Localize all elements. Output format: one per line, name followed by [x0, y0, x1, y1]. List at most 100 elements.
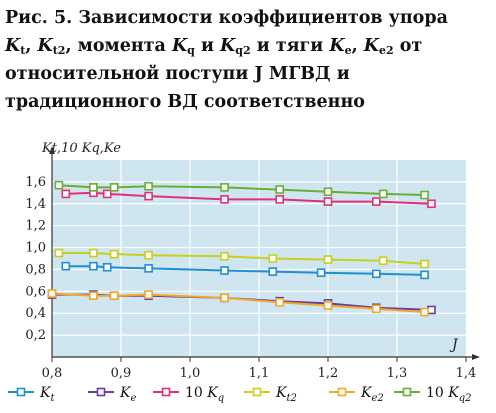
x-tick-label: 1,3	[387, 366, 408, 381]
y-tick-label: 0,4	[25, 306, 46, 321]
data-point	[102, 262, 112, 272]
caption-text: и тяги	[250, 36, 330, 56]
y-tick-label: 1,0	[25, 241, 46, 256]
data-point	[427, 305, 436, 315]
data-point	[220, 293, 229, 303]
caption-line-1: Рис. 5. Зависимости коэффициентов упора	[5, 4, 491, 32]
data-point	[61, 261, 71, 271]
data-point	[420, 259, 429, 269]
x-axis-arrow	[472, 354, 480, 360]
data-point	[275, 185, 285, 194]
chart-legend: Kt Ke 10 Kq Kt2 Ke2 10 Kq2	[8, 385, 472, 404]
y-tick-label: 1,6	[25, 175, 46, 190]
legend-label: Ke	[119, 385, 136, 404]
caption-k: K	[363, 36, 379, 56]
caption-sep: ,	[351, 36, 364, 56]
caption-line-3: относительной поступи J МГВД и	[5, 64, 350, 84]
data-point	[427, 199, 436, 209]
legend-marker	[16, 387, 26, 397]
data-point	[316, 268, 326, 278]
legend-label: Ke2	[360, 385, 384, 404]
x-axis-label: J	[449, 337, 459, 353]
data-point	[220, 252, 229, 261]
y-axis-label: Kt,10 Kq,Ke	[41, 141, 121, 156]
x-tick-label: 0,8	[42, 366, 63, 381]
caption-line-4: традиционного ВД соответственно	[5, 92, 365, 112]
x-tick-label: 0,9	[111, 366, 132, 381]
caption-sub: q	[187, 44, 195, 57]
legend-marker	[252, 387, 262, 397]
y-tick-label: 0,6	[25, 284, 46, 299]
data-point	[268, 267, 278, 276]
caption-text: от	[393, 36, 423, 56]
legend-label: 10 Kq2	[426, 385, 472, 404]
data-point	[420, 270, 429, 280]
data-point	[371, 269, 381, 279]
figure-caption: Рис. 5. Зависимости коэффициентов упора …	[5, 4, 491, 116]
data-point	[220, 266, 229, 275]
x-tick-label: 1,1	[249, 366, 270, 381]
data-point	[268, 254, 278, 263]
caption-k: K	[329, 36, 345, 56]
legend-label: Kt2	[275, 385, 297, 404]
y-axis-arrow	[49, 146, 55, 154]
y-tick-label: 0,8	[25, 262, 46, 277]
caption-line-2: Kt, Kt2, момента Kq и Kq2 и тяги Ke, Ke2…	[5, 32, 491, 60]
data-point	[144, 250, 153, 260]
y-tick-label: 1,4	[25, 197, 46, 212]
caption-sub: q2	[235, 44, 251, 57]
caption-k: K	[5, 36, 21, 56]
data-point	[275, 297, 285, 307]
caption-sub: t2	[52, 44, 66, 57]
data-point	[109, 249, 119, 259]
data-point	[144, 290, 153, 299]
data-point	[109, 183, 119, 192]
legend-label: 10 Kq	[185, 385, 224, 404]
data-point	[144, 264, 153, 273]
caption-text: и	[194, 36, 221, 56]
legend-marker	[337, 387, 347, 397]
caption-sub: e2	[378, 44, 394, 57]
data-point	[54, 180, 64, 190]
legend-marker	[96, 387, 106, 397]
data-point	[89, 183, 98, 192]
data-point	[371, 304, 381, 314]
data-point	[420, 190, 429, 200]
y-tick-label: 0,2	[25, 328, 46, 343]
data-point	[144, 191, 153, 201]
x-tick-label: 1,0	[180, 366, 201, 381]
data-point	[220, 195, 229, 204]
legend-marker	[402, 387, 412, 397]
data-point	[89, 261, 98, 271]
caption-k: K	[171, 36, 188, 56]
caption-text-1: Зависимости коэффициентов упора	[72, 8, 448, 28]
data-point	[323, 301, 333, 310]
data-point	[47, 289, 57, 298]
x-tick-label: 1,4	[456, 366, 477, 381]
caption-text: , момента	[65, 36, 172, 56]
data-point	[420, 307, 429, 317]
legend-marker	[161, 387, 171, 397]
data-point	[323, 255, 333, 264]
caption-sub: e	[344, 44, 352, 57]
data-point	[89, 248, 98, 258]
data-point	[323, 197, 333, 206]
data-point	[275, 195, 285, 204]
x-tick-label: 1,2	[318, 366, 339, 381]
data-point	[371, 197, 381, 206]
data-point	[323, 187, 333, 197]
data-point	[54, 248, 64, 258]
caption-sub: t	[20, 44, 26, 57]
y-tick-label: 1,2	[25, 219, 46, 234]
data-point	[220, 183, 229, 192]
figure-number: Рис. 5.	[5, 8, 73, 28]
data-point	[378, 256, 388, 265]
legend-label: Kt	[39, 385, 55, 404]
data-point	[378, 189, 388, 199]
data-point	[61, 189, 71, 199]
plot-area: 0,2 0,4 0,6 0,8 1,0 1,2 1,4 1,6 0,8 0,9 1,0 1,1 1,2 1…	[25, 141, 480, 381]
data-point	[144, 181, 153, 191]
caption-k: K	[220, 36, 236, 56]
caption-k: K	[37, 36, 53, 56]
